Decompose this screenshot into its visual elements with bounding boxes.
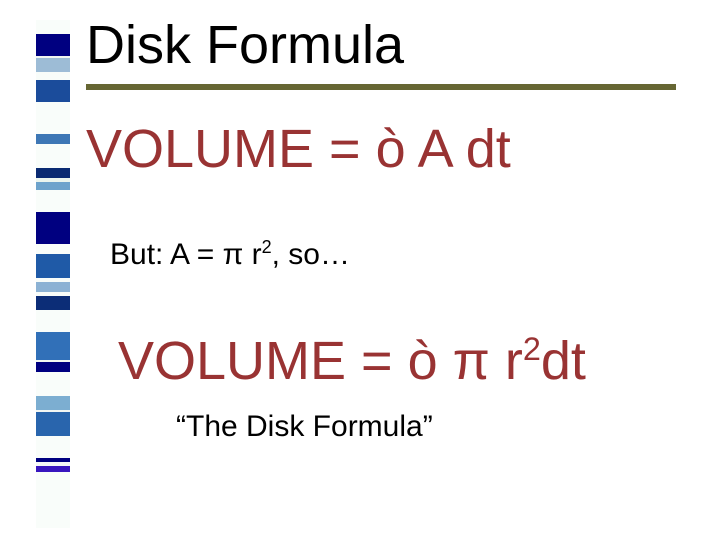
side-art-segment — [36, 72, 70, 80]
side-art-segment — [36, 362, 70, 372]
side-art-segment — [36, 310, 70, 332]
side-art-segment — [36, 144, 70, 168]
side-art-segment — [36, 168, 70, 178]
side-art-segment — [36, 332, 70, 360]
side-art-segment — [36, 282, 70, 292]
side-art-segment — [36, 190, 70, 212]
title-underline — [86, 84, 676, 90]
side-art-segment — [36, 296, 70, 310]
side-art-segment — [36, 20, 70, 34]
side-art-segment — [36, 254, 70, 278]
side-art-segment — [36, 396, 70, 410]
side-art-segment — [36, 244, 70, 254]
side-art-segment — [36, 134, 70, 144]
side-art-segment — [36, 58, 70, 72]
side-art-segment — [36, 412, 70, 436]
side-art-segment — [36, 182, 70, 190]
slide-title: Disk Formula — [86, 14, 404, 76]
disk-formula-caption: “The Disk Formula” — [176, 410, 433, 444]
side-art-segment — [36, 212, 70, 244]
side-art-segment — [36, 372, 70, 396]
slide: { "title": "Disk Formula", "formula_1_ht… — [0, 0, 720, 540]
side-art-segment — [36, 34, 70, 56]
side-art-segment — [36, 102, 70, 134]
formula-volume-integral-pir2: VOLUME = ò π r2dt — [118, 330, 586, 392]
but-line: But: A = π r2, so… — [110, 238, 350, 272]
side-art-segment — [36, 80, 70, 102]
side-art — [36, 20, 70, 528]
side-art-segment — [36, 436, 70, 458]
formula-volume-integral-a: VOLUME = ò A dt — [86, 118, 511, 180]
side-art-segment — [36, 472, 70, 528]
